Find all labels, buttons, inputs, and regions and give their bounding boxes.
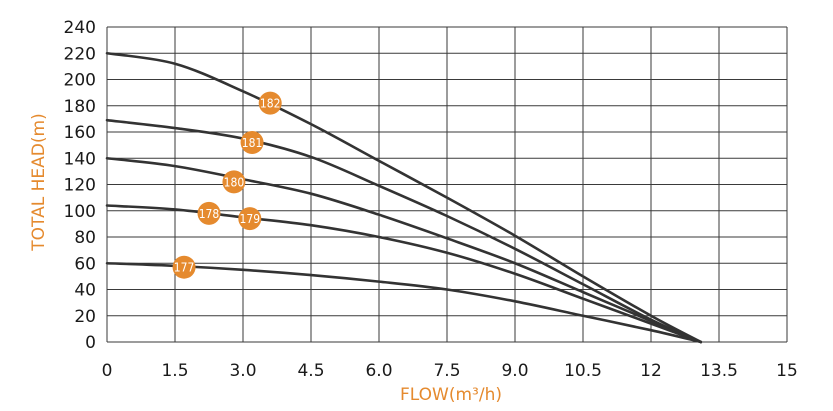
curve-label-text: 177 (174, 261, 195, 275)
y-tick-label: 200 (64, 71, 96, 91)
x-tick-label: 7.5 (433, 361, 460, 381)
y-tick-label: 220 (64, 44, 96, 64)
curve-label-badge (238, 207, 262, 231)
y-tick-label: 60 (74, 254, 96, 274)
x-tick-label: 15 (776, 361, 798, 381)
curve-label-182: 182 (258, 91, 282, 115)
x-tick-label: 12 (640, 361, 662, 381)
y-tick-label: 140 (64, 149, 96, 169)
y-tick-label: 180 (64, 97, 96, 117)
x-axis-title: FLOW(m³/h) (400, 385, 502, 405)
curve-labels: 182 181 180 178 179 177 (172, 91, 282, 279)
curve-label-177: 177 (172, 255, 196, 279)
y-tick-label: 100 (64, 202, 96, 222)
curve-label-178: 178 (197, 201, 221, 225)
y-tick-label: 20 (74, 307, 96, 327)
curve-label-text: 180 (224, 175, 245, 189)
curve-label-badge (258, 91, 282, 115)
curve-label-text: 182 (260, 97, 281, 111)
x-tick-label: 13.5 (700, 361, 738, 381)
curves (105, 51, 703, 344)
x-tick-label: 0 (102, 361, 113, 381)
y-axis-title: TOTAL HEAD(m) (29, 113, 49, 251)
curve-label-badge (197, 201, 221, 225)
curve-label-180: 180 (222, 170, 246, 194)
x-tick-label: 10.5 (564, 361, 602, 381)
curve-label-text: 179 (239, 212, 260, 226)
curve-label-181: 181 (240, 131, 264, 154)
x-tick-labels: 0 1.5 3.0 4.5 6.0 7.5 9.0 10.5 12 13.5 15 (102, 361, 798, 381)
curve-label-badge (240, 131, 264, 154)
curve-177 (105, 261, 703, 344)
x-tick-label: 4.5 (297, 361, 324, 381)
y-tick-label: 40 (74, 281, 96, 301)
x-tick-label: 3.0 (229, 361, 256, 381)
curve-180 (105, 156, 703, 344)
y-tick-label: 240 (64, 18, 96, 38)
x-tick-label: 6.0 (365, 361, 392, 381)
curve-181 (105, 118, 703, 344)
x-tick-label: 9.0 (501, 361, 528, 381)
curve-182 (105, 51, 703, 344)
x-tick-label: 1.5 (161, 361, 188, 381)
y-tick-label: 80 (74, 228, 96, 248)
curve-label-badge (222, 170, 246, 194)
curve-label-179: 179 (238, 207, 262, 231)
curve-label-text: 178 (199, 207, 220, 221)
curve-label-badge (172, 255, 196, 279)
y-tick-label: 120 (64, 176, 96, 196)
y-tick-labels: 0 20 40 60 80 100 120 140 160 180 200 220 240 (64, 18, 96, 353)
grid (106, 26, 788, 343)
y-tick-label: 0 (85, 333, 96, 353)
y-tick-label: 160 (64, 123, 96, 143)
curve-label-text: 181 (242, 136, 263, 150)
